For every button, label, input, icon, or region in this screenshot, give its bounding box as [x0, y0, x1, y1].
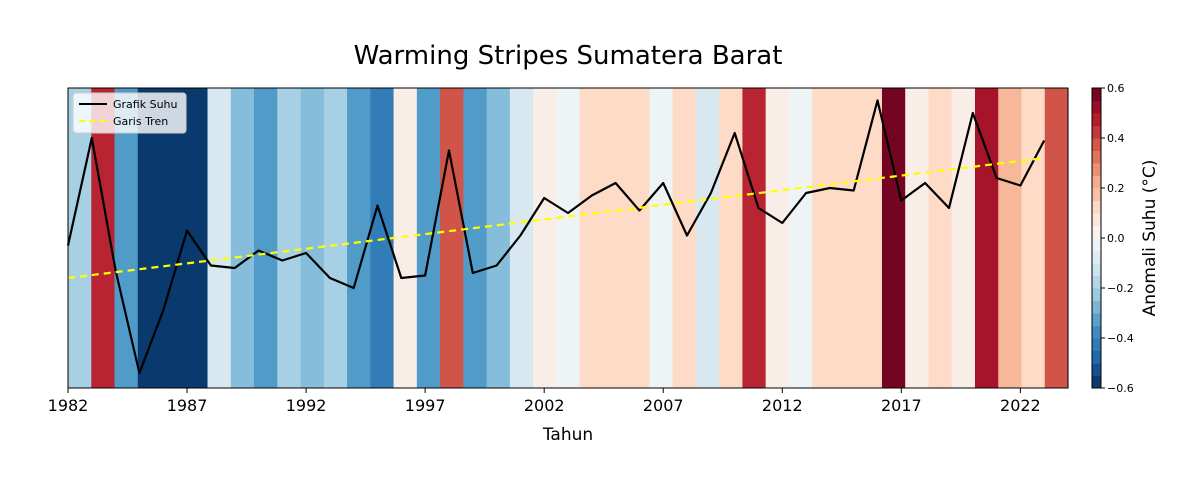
legend-label-garis-tren: Garis Tren — [113, 115, 168, 128]
colorbar-gradient — [1092, 88, 1101, 389]
stripe — [719, 88, 744, 388]
colorbar-ticks: 0.6 0.4 0.2 0.0 −0.2 −0.4 −0.6 — [1101, 82, 1134, 395]
stripe — [393, 88, 418, 388]
stripe — [672, 88, 697, 388]
colorbar-tick-label: −0.2 — [1107, 282, 1134, 295]
x-tick-label: 2017 — [881, 396, 922, 415]
colorbar-segment — [1092, 213, 1101, 226]
colorbar-tick-label: 0.0 — [1107, 232, 1125, 245]
stripe — [579, 88, 604, 388]
stripe — [440, 88, 464, 388]
stripe — [230, 88, 255, 388]
stripe — [207, 88, 232, 388]
stripe — [254, 88, 278, 388]
colorbar-segment — [1092, 275, 1101, 289]
colorbar-tick-label: 0.6 — [1107, 82, 1125, 95]
stripe — [533, 88, 557, 388]
stripe — [858, 88, 883, 388]
stripe — [835, 88, 860, 388]
colorbar-segment — [1092, 163, 1101, 176]
x-tick-label: 1997 — [405, 396, 446, 415]
colorbar-tick-label: 0.4 — [1107, 132, 1125, 145]
colorbar-segment — [1092, 138, 1101, 151]
x-tick-label: 1982 — [48, 396, 89, 415]
colorbar-tick-label: 0.2 — [1107, 182, 1125, 195]
stripe — [277, 88, 302, 388]
stripe — [649, 88, 674, 388]
colorbar-segment — [1092, 338, 1101, 351]
colorbar-segment — [1092, 313, 1101, 326]
colorbar-segment — [1092, 238, 1101, 251]
colorbar-tick-label: −0.6 — [1107, 382, 1134, 395]
stripe — [184, 88, 209, 388]
colorbar-segment — [1092, 175, 1101, 189]
colorbar-segment — [1092, 125, 1101, 139]
colorbar-tick-label: −0.4 — [1107, 332, 1134, 345]
stripe — [486, 88, 511, 388]
colorbar: 0.6 0.4 0.2 0.0 −0.2 −0.4 −0.6 Anomali Suhu (°… — [1091, 82, 1160, 395]
colorbar-segment — [1092, 200, 1101, 214]
stripe — [626, 88, 650, 388]
stripe — [347, 88, 371, 388]
x-axis-label: Tahun — [542, 425, 593, 445]
stripe — [998, 88, 1023, 388]
stripe — [928, 88, 953, 388]
stripe — [812, 88, 837, 388]
stripe — [556, 88, 581, 388]
trend-line — [67, 156, 1045, 280]
stripe — [509, 88, 534, 388]
colorbar-segment — [1092, 225, 1101, 239]
plot-frame — [67, 87, 1069, 389]
stripe — [742, 88, 767, 388]
legend: Grafik Suhu Garis Tren — [72, 92, 187, 134]
colorbar-label: Anomali Suhu (°C) — [1140, 160, 1160, 317]
x-axis: 1982 1987 1992 1997 2002 2007 2012 2017 2022 — [48, 388, 1041, 415]
stripe — [114, 88, 139, 388]
stripe — [416, 88, 441, 388]
colorbar-segment — [1092, 150, 1101, 164]
temperature-line — [66, 99, 1046, 375]
stripe — [161, 88, 185, 388]
x-tick-label: 2022 — [1000, 396, 1041, 415]
series-layer — [66, 99, 1046, 375]
colorbar-segment — [1092, 375, 1101, 389]
stripe — [765, 88, 790, 388]
colorbar-segment — [1092, 350, 1101, 364]
colorbar-segment — [1092, 100, 1101, 114]
colorbar-segment — [1092, 325, 1101, 339]
stripes-layer — [68, 88, 1069, 388]
x-tick-label: 1992 — [286, 396, 327, 415]
stripe — [370, 88, 395, 388]
colorbar-segment — [1092, 288, 1101, 301]
colorbar-segment — [1092, 263, 1101, 276]
stripe — [695, 88, 720, 388]
legend-label-grafik-suhu: Grafik Suhu — [113, 98, 177, 111]
colorbar-segment — [1092, 88, 1101, 101]
colorbar-segment — [1092, 300, 1101, 314]
stripe — [323, 88, 348, 388]
stripe — [974, 88, 999, 388]
stripe — [1021, 88, 1046, 388]
x-tick-label: 2012 — [762, 396, 803, 415]
chart-title: Warming Stripes Sumatera Barat — [354, 41, 783, 71]
stripe — [881, 88, 906, 388]
colorbar-segment — [1092, 113, 1101, 126]
colorbar-segment — [1092, 250, 1101, 264]
colorbar-segment — [1092, 363, 1101, 376]
x-tick-label: 2007 — [643, 396, 684, 415]
stripe — [905, 88, 930, 388]
colorbar-segment — [1092, 188, 1101, 201]
stripe — [788, 88, 813, 388]
x-tick-label: 1987 — [167, 396, 208, 415]
stripe — [463, 88, 488, 388]
stripe — [1044, 88, 1069, 388]
stripe — [602, 88, 627, 388]
stripe — [137, 88, 162, 388]
x-tick-label: 2002 — [524, 396, 565, 415]
stripe — [300, 88, 325, 388]
stripe — [951, 88, 976, 388]
